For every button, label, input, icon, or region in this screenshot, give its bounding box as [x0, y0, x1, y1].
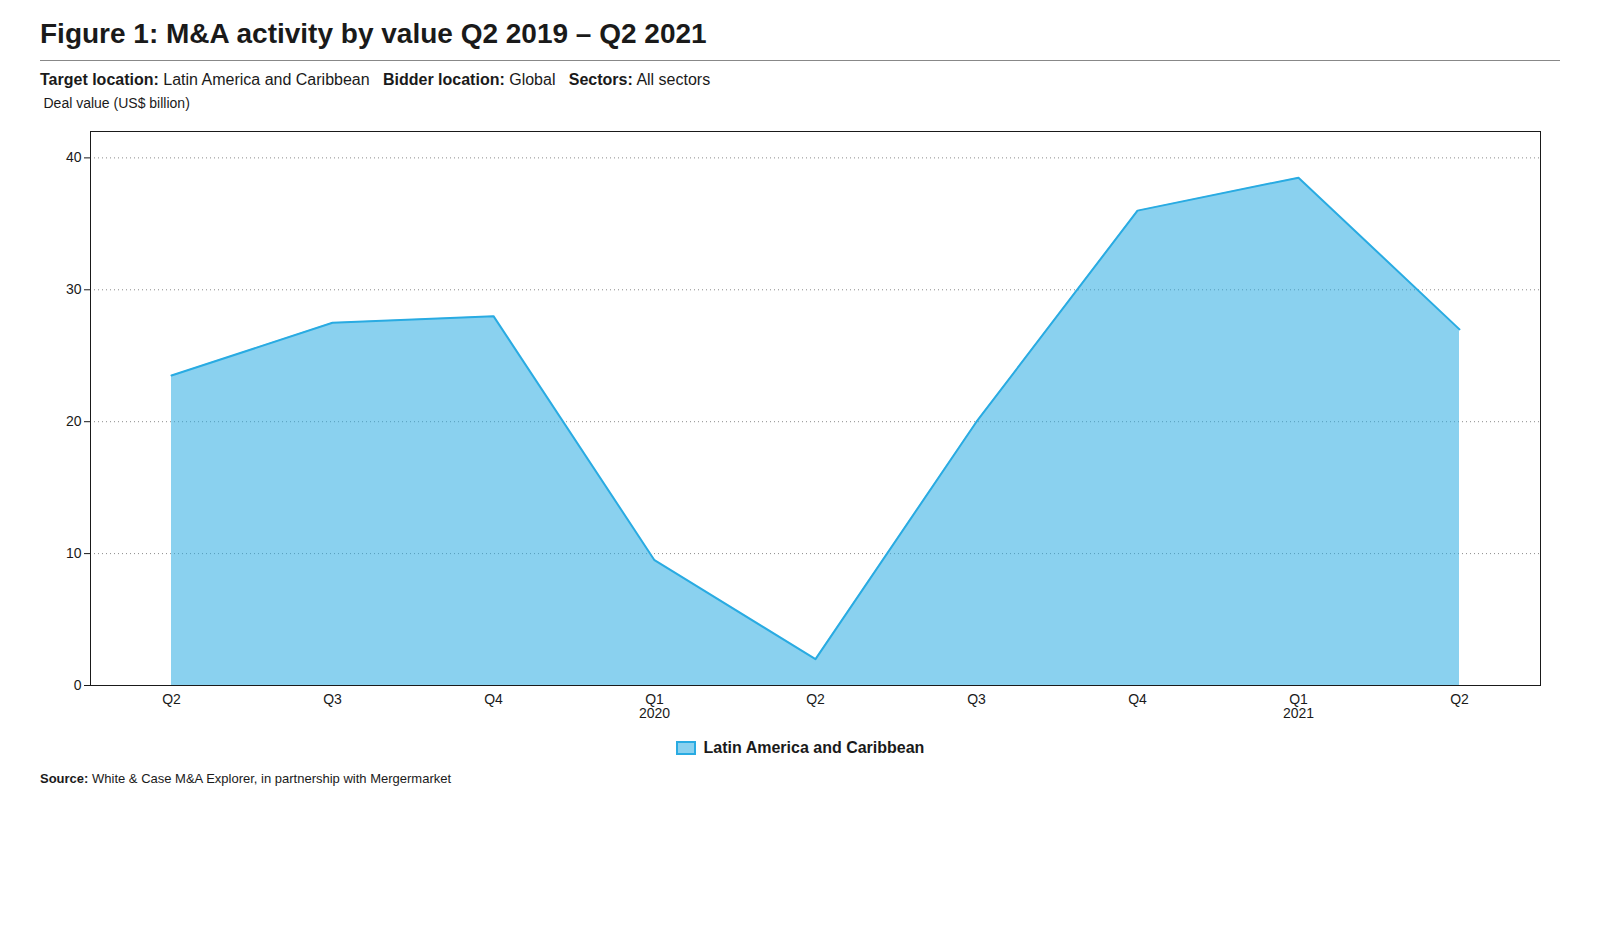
svg-text:Q4: Q4 — [1128, 691, 1147, 707]
svg-text:Q4: Q4 — [484, 691, 503, 707]
svg-text:Q2: Q2 — [1450, 691, 1469, 707]
svg-text:Deal value (US$ billion): Deal value (US$ billion) — [44, 95, 190, 111]
svg-text:Q3: Q3 — [967, 691, 986, 707]
svg-text:Q3: Q3 — [323, 691, 342, 707]
svg-text:Q12020: Q12020 — [639, 691, 670, 721]
html-text:Source: White & Case M&A Explo: Source: White & Case M&A Explorer, in pa… — [40, 771, 452, 786]
html-text:Latin America and Caribbean: Latin America and Caribbean — [703, 739, 925, 756]
svg-text:Q2: Q2 — [806, 691, 825, 707]
svg-text:Q2: Q2 — [162, 691, 181, 707]
html-text:Target location: Latin America: Target location: Latin America and Carib… — [40, 71, 711, 88]
svg-text:10: 10 — [66, 545, 82, 561]
svg-text:30: 30 — [66, 281, 82, 297]
svg-text:40: 40 — [66, 149, 82, 165]
svg-text:0: 0 — [74, 677, 82, 693]
svg-text:Q12021: Q12021 — [1283, 691, 1314, 721]
svg-text:20: 20 — [66, 413, 82, 429]
html-text:Figure 1: M&A activity by valu: Figure 1: M&A activity by value Q2 2019 … — [40, 18, 707, 49]
